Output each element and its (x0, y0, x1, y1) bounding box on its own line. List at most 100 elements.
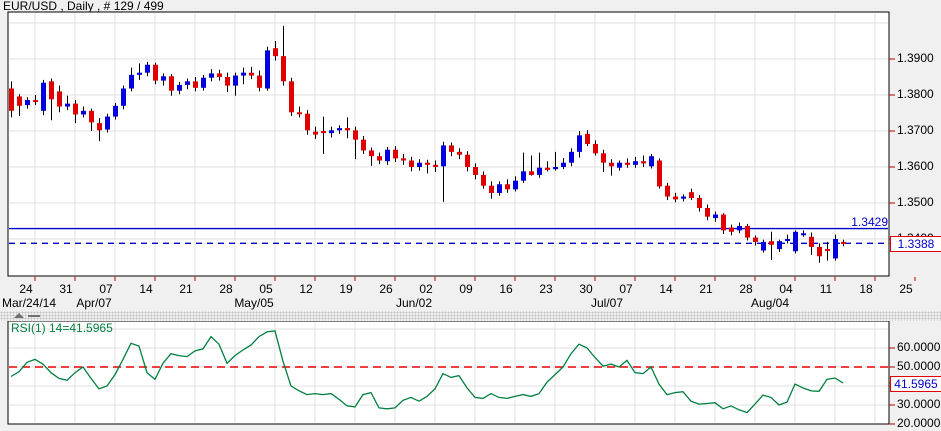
candle-up (233, 76, 238, 86)
candle-down (289, 81, 294, 112)
candle-down (529, 171, 534, 175)
candle-down (361, 140, 366, 151)
date-day-label: 11 (811, 282, 841, 296)
current-price-badge: 1.3388 (890, 236, 941, 252)
date-day-label: 09 (451, 282, 481, 296)
candle-up (41, 83, 46, 111)
candle-down (505, 184, 510, 189)
date-day-label: 26 (371, 282, 401, 296)
candle-down (345, 128, 350, 130)
chart-canvas[interactable] (0, 0, 941, 431)
date-day-label: 24 (11, 282, 41, 296)
candle-up (417, 163, 422, 167)
price-axis-label: 1.3500 (897, 196, 934, 209)
candle-down (425, 163, 430, 165)
candle-down (609, 163, 614, 167)
candle-down (281, 56, 286, 81)
rsi-axis-label: 60.0000 (897, 341, 940, 354)
candle-down (657, 161, 662, 187)
candle-up (569, 152, 574, 163)
date-month-label: Jul/07 (567, 296, 647, 310)
candle-down (673, 197, 678, 200)
candle-up (161, 76, 166, 80)
candle-up (713, 215, 718, 219)
date-day-label: 23 (531, 282, 561, 296)
price-axis-label: 1.3600 (897, 160, 934, 173)
date-day-label: 04 (771, 282, 801, 296)
date-day-label: 14 (131, 282, 161, 296)
candle-up (329, 130, 334, 133)
rsi-axis-label: 20.0000 (897, 417, 940, 430)
candle-down (369, 150, 374, 156)
date-month-label: May/05 (214, 296, 294, 310)
candle-down (305, 114, 310, 131)
candle-up (761, 242, 766, 251)
candle-down (17, 96, 22, 105)
date-day-label: 14 (651, 282, 681, 296)
candle-up (337, 128, 342, 130)
candle-down (89, 111, 94, 123)
candle-up (537, 168, 542, 175)
candle-down (97, 123, 102, 130)
candle-down (377, 156, 382, 160)
candle-down (433, 165, 438, 167)
splitter-grip-icon[interactable] (28, 315, 40, 317)
candle-up (649, 156, 654, 166)
candle-down (393, 150, 398, 159)
rsi-panel (8, 321, 889, 424)
candle-down (729, 227, 734, 231)
price-panel (8, 12, 889, 276)
date-day-label: 28 (731, 282, 761, 296)
candle-down (473, 167, 478, 175)
candle-up (577, 135, 582, 152)
candle-up (561, 163, 566, 167)
candle-up (137, 73, 142, 75)
candle-up (777, 241, 782, 249)
candle-up (121, 89, 126, 106)
candle-down (601, 153, 606, 162)
candle-down (481, 175, 486, 186)
candle-down (593, 144, 598, 153)
candle-down (153, 65, 158, 81)
candle-up (521, 171, 526, 180)
price-axis-label: 1.3900 (897, 52, 934, 65)
candle-up (513, 181, 518, 190)
date-day-label: 30 (571, 282, 601, 296)
candle-up (105, 117, 110, 130)
candle-down (273, 48, 278, 56)
date-month-label: Apr/07 (54, 296, 134, 310)
candle-down (169, 76, 174, 90)
candle-down (249, 73, 254, 76)
candle-up (617, 163, 622, 168)
candle-down (321, 131, 326, 133)
date-day-label: 16 (491, 282, 521, 296)
candle-up (241, 73, 246, 76)
candle-down (625, 163, 630, 165)
candle-up (793, 232, 798, 251)
candle-up (385, 150, 390, 162)
horizontal-line-label: 1.3429 (828, 216, 888, 229)
candle-down (217, 73, 222, 77)
date-day-label: 07 (611, 282, 641, 296)
candle-down (689, 192, 694, 198)
price-axis-label: 1.3700 (897, 124, 934, 137)
splitter-collapse-icon[interactable] (14, 313, 24, 318)
panel-splitter[interactable] (0, 311, 941, 321)
date-day-label: 05 (251, 282, 281, 296)
candle-down (753, 238, 758, 242)
candle-up (737, 226, 742, 230)
candle-down (57, 91, 62, 106)
rsi-value-badge: 41.5965 (890, 376, 941, 392)
candle-down (585, 134, 590, 144)
candle-down (769, 241, 774, 245)
candle-up (113, 106, 118, 117)
candle-up (145, 65, 150, 73)
candle-up (633, 161, 638, 165)
candle-down (697, 198, 702, 208)
date-day-label: 02 (411, 282, 441, 296)
candle-down (745, 226, 750, 238)
candle-down (193, 81, 198, 87)
candle-up (833, 239, 838, 258)
date-day-label: 12 (291, 282, 321, 296)
candle-up (441, 145, 446, 166)
